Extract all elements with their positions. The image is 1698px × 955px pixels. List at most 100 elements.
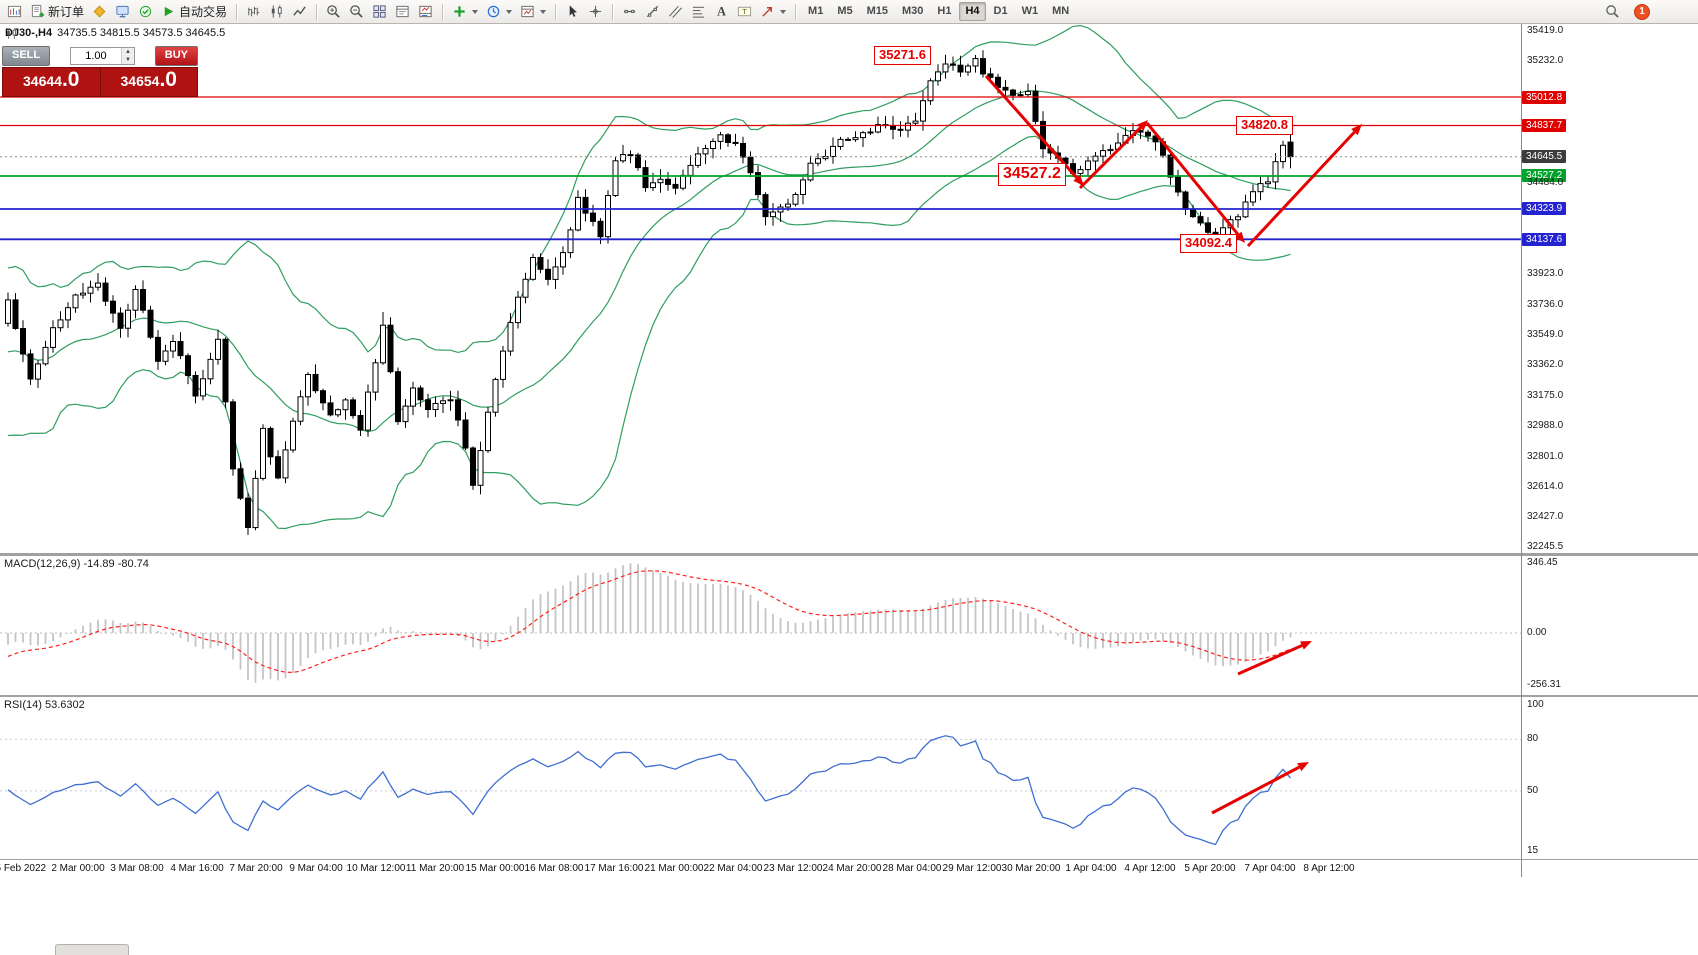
add-indicator-button[interactable] [449,2,481,22]
mql5-community-button[interactable] [89,2,110,22]
new-order-button[interactable]: 新订单 [27,2,87,22]
volume-spinner: ▲ ▼ [120,47,134,64]
rsi-axis-label: 80 [1527,733,1539,744]
dropdown-caret-icon[interactable] [472,9,479,14]
sell-price[interactable]: 34644 .0 [3,68,100,96]
channel-button[interactable] [665,2,686,22]
dropdown-caret-icon[interactable] [540,9,547,14]
buy-price-int: 34654 [120,73,160,89]
main-chart-canvas[interactable] [0,24,1698,553]
taskbar-tab[interactable] [55,944,129,955]
price-tick-label: 33175.0 [1527,390,1564,401]
price-annotation[interactable]: 35271.6 [874,46,931,65]
timeframe-w1[interactable]: W1 [1021,5,1039,17]
fibonacci-button[interactable] [688,2,709,22]
candle-chart-button[interactable] [266,2,287,22]
time-axis-label: 23 Mar 12:00 [763,863,823,874]
bollinger-lo-band [7,135,1291,530]
sell-button[interactable]: SELL [2,45,51,66]
toolbar-separator [442,3,444,20]
toolbar-separator [795,3,797,20]
timeframe-d1[interactable]: D1 [993,5,1008,17]
price-annotation[interactable]: 34527.2 [998,163,1066,186]
signals-button[interactable] [135,2,156,22]
trend-arrow[interactable] [1246,124,1362,248]
sell-price-int: 34644 [23,73,62,89]
zoom-in-button[interactable] [323,2,344,22]
periods-icon [486,4,501,19]
bollinger-up-band [7,24,1291,354]
trend-arrow[interactable] [984,75,1084,186]
timeframe-m5[interactable]: M5 [837,5,853,17]
zoom-out-button[interactable] [346,2,367,22]
buy-button[interactable]: BUY [154,45,198,66]
volume-decrease-button[interactable]: ▼ [121,55,134,64]
timeframe-h1[interactable]: H1 [937,5,952,17]
macd-canvas[interactable] [0,556,1698,695]
volume-input[interactable] [70,47,121,64]
cursor-button[interactable] [562,2,583,22]
signals-icon [138,4,153,19]
price-tick-label: 35419.0 [1527,25,1564,36]
trend-arrow[interactable] [1237,641,1312,676]
crosshair-button[interactable] [585,2,606,22]
text-icon [714,4,729,19]
volume-increase-button[interactable]: ▲ [121,47,134,56]
macd-axis-label: 0.00 [1527,627,1547,638]
timeframe-m30[interactable]: M30 [902,5,924,17]
bar-chart-icon [246,4,261,19]
periods-button[interactable] [483,2,515,22]
candles [5,50,1294,535]
timeframe-h4[interactable]: H4 [959,2,986,21]
main-chart-panel[interactable]: DJ30-,H4 34735.5 34815.5 34573.5 34645.5… [0,24,1698,553]
bar-chart-button[interactable] [243,2,264,22]
buy-price[interactable]: 34654 .0 [99,68,197,96]
zoom-in-icon [326,4,341,19]
trend-arrow[interactable] [1211,762,1309,815]
panel-splitter[interactable] [0,695,1698,697]
panel-splitter[interactable] [0,859,1698,860]
price-tick-label: 33736.0 [1527,299,1564,310]
terminal-button[interactable] [415,2,436,22]
macd-axis-label: 346.45 [1527,557,1558,568]
shapes-button[interactable] [757,2,789,22]
time-axis-label: 29 Mar 12:00 [942,863,1002,874]
price-annotation[interactable]: 34092.4 [1180,234,1237,253]
time-axis[interactable]: 25 Feb 2022 2 Mar 00:00 3 Mar 08:00 4 Mar 1… [0,860,1698,877]
timeframe-m1[interactable]: M1 [808,5,824,17]
time-axis-label: 7 Apr 04:00 [1244,863,1296,874]
timeframe-mn[interactable]: MN [1052,5,1070,17]
price-line-label: 34527.2 [1522,169,1567,182]
notification-badge[interactable]: 1 [1634,3,1650,20]
time-axis-label: 4 Apr 12:00 [1124,863,1176,874]
dropdown-caret-icon[interactable] [506,9,513,14]
price-annotation[interactable]: 34820.8 [1236,116,1293,135]
new-chart-button[interactable] [4,2,25,22]
panel-splitter[interactable] [0,553,1698,556]
trendline-button[interactable] [642,2,663,22]
shapes-icon [760,4,775,19]
data-window-button[interactable] [392,2,413,22]
rsi-panel[interactable]: RSI(14) 53.6302 100 80 50 15 [0,697,1698,859]
line-chart-icon [292,4,307,19]
autotrading-button[interactable]: 自动交易 [158,2,230,22]
time-axis-label: 28 Mar 04:00 [882,863,942,874]
label-button[interactable] [734,2,755,22]
macd-panel[interactable]: MACD(12,26,9) -14.89 -80.74 346.45 0.00 -2… [0,556,1698,695]
market-button[interactable] [112,2,133,22]
templates-button[interactable] [517,2,549,22]
toolbar-separator [236,3,238,20]
autotrading-button-label: 自动交易 [179,5,228,19]
hline-button[interactable] [619,2,640,22]
search-icon[interactable] [1605,4,1620,19]
trend-arrow[interactable] [1145,122,1245,243]
text-button[interactable] [711,2,732,22]
rsi-canvas[interactable] [0,697,1698,859]
tile-windows-button[interactable] [369,2,390,22]
line-chart-button[interactable] [289,2,310,22]
timeframe-m15[interactable]: M15 [866,5,888,17]
rsi-axis-label: 15 [1527,845,1539,856]
time-axis-label: 2 Mar 00:00 [51,863,105,874]
dropdown-caret-icon[interactable] [780,9,787,14]
trend-arrow[interactable] [1078,120,1148,190]
